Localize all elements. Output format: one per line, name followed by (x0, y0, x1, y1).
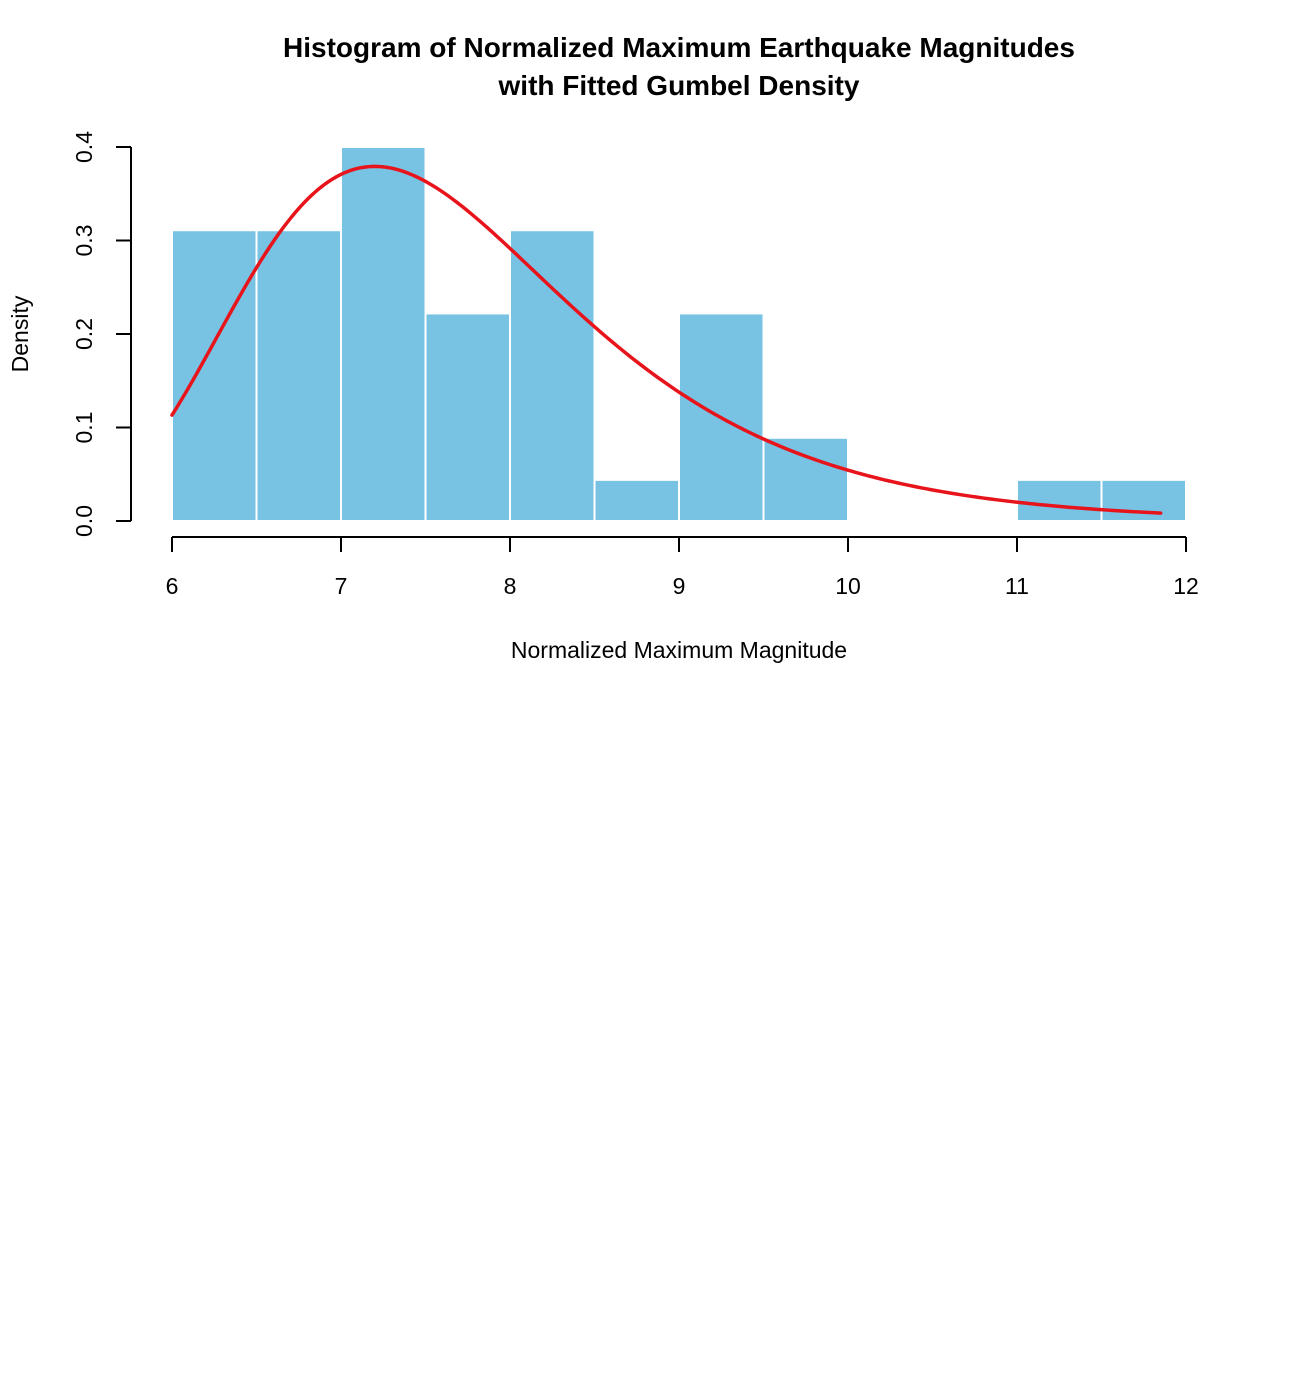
y-axis-label: Density (7, 295, 33, 372)
histogram-bars (171, 146, 1187, 522)
y-tick-label: 0.1 (71, 412, 97, 444)
histogram-bar (424, 312, 511, 522)
x-tick-label: 9 (673, 573, 686, 599)
histogram-bar (340, 146, 427, 522)
y-tick-label: 0.3 (71, 225, 97, 257)
x-axis: 6 7 8 9 10 11 12 (166, 536, 1199, 599)
chart-title-line-1: Histogram of Normalized Maximum Earthqua… (283, 32, 1075, 63)
histogram-bar (1016, 478, 1103, 522)
chart-title: Histogram of Normalized Maximum Earthqua… (283, 32, 1075, 101)
y-tick-label: 0.4 (71, 131, 97, 163)
histogram-bar (171, 229, 258, 522)
x-axis-label: Normalized Maximum Magnitude (511, 637, 847, 663)
histogram-bar (255, 229, 342, 522)
x-tick-label: 6 (166, 573, 179, 599)
density-curve-layer (170, 164, 1163, 515)
y-axis: 0.0 0.1 0.2 0.3 0.4 (71, 131, 132, 537)
y-tick-label: 0.2 (71, 318, 97, 350)
histogram-bar (593, 478, 680, 522)
histogram-bar (1100, 478, 1187, 522)
gumbel-density-curve (170, 164, 1163, 515)
x-tick-label: 10 (835, 573, 861, 599)
histogram-bar (509, 229, 596, 522)
x-tick-label: 8 (504, 573, 517, 599)
y-tick-label: 0.0 (71, 505, 97, 537)
x-tick-label: 11 (1005, 573, 1029, 599)
chart-title-line-2: with Fitted Gumbel Density (498, 70, 860, 101)
histogram-bar (762, 436, 849, 522)
x-tick-label: 7 (335, 573, 348, 599)
x-tick-label: 12 (1173, 573, 1199, 599)
